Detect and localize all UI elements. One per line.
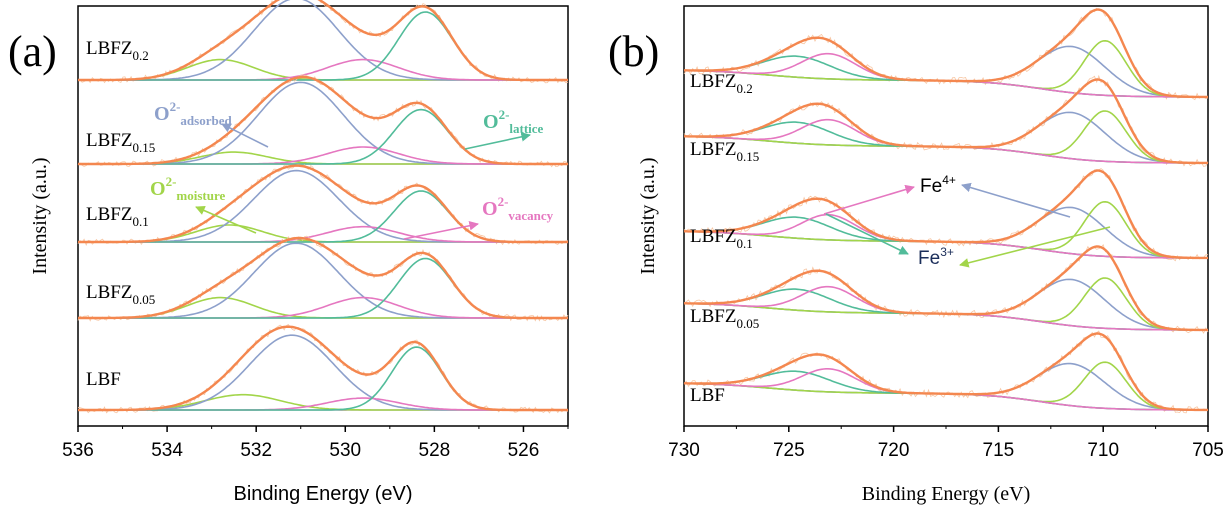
x-tick-label-1-3: 715: [983, 440, 1015, 461]
raw-data-line: [683, 330, 1209, 414]
sample-label-b-2: LBFZ0.1: [690, 226, 753, 251]
x-tick-label-1-5: 705: [1192, 440, 1224, 461]
fitted-envelope-line: [684, 8, 1208, 99]
annotation-o-vacancy: O2-vacancy: [482, 194, 554, 223]
x-axis-ticks-a: 536 534 532 530 528 526: [62, 426, 569, 461]
y-axis-label-a: Intensity (a.u.): [29, 157, 51, 274]
component-peak-fe4_a: [684, 45, 1208, 98]
fitted-envelope-line: [684, 245, 1208, 332]
raw-data-line: [683, 74, 1209, 167]
component-peak-lattice: [78, 257, 568, 319]
component-peak-fe3_a: [684, 277, 1208, 331]
arrow-fe3-left: [825, 213, 909, 255]
fitted-envelope-line: [684, 78, 1208, 165]
sample-label-b-3: LBFZ0.05: [690, 306, 759, 331]
arrow-fe3-right: [959, 226, 1111, 268]
x-tick-label-0-4: 528: [419, 440, 451, 461]
component-peak-fe4_a: [684, 278, 1208, 331]
sample-label-b-1: LBFZ0.15: [690, 139, 759, 164]
x-tick-label-0-1: 534: [151, 440, 183, 461]
plot-frame-a: [77, 5, 569, 427]
arrow-o-vacancy: [403, 221, 479, 240]
sample-label-a-0: LBFZ0.2: [86, 38, 149, 63]
sample-label-a-2: LBFZ0.1: [86, 204, 149, 229]
sample-label-b-4: LBF: [690, 385, 725, 406]
annotation-o-moisture: O2-moisture: [150, 174, 226, 203]
arrow-fe4-left: [823, 184, 915, 215]
fitted-envelope-line: [78, 75, 568, 166]
annotation-o-adsorbed: O2-adsorbed: [154, 99, 232, 128]
panel-b: (b) Intensity (a.u.) Binding Energy (eV)…: [608, 5, 1224, 505]
x-tick-label-0-5: 526: [508, 440, 540, 461]
x-tick-label-0-2: 532: [240, 440, 272, 461]
spectra-b: [683, 7, 1209, 414]
x-axis-ticks-b: 730 725 720 715 710 705: [668, 426, 1224, 461]
x-tick-label-0-3: 530: [329, 440, 361, 461]
arrow-o-adsorbed: [221, 123, 269, 148]
fitted-envelope-line: [78, 164, 568, 244]
component-peak-fe3_a: [684, 110, 1208, 164]
component-peak-adsorbed: [78, 0, 568, 81]
arrow-fe4-right: [961, 182, 1071, 218]
component-peak-fe4_b: [684, 55, 1208, 98]
x-tick-label-1-1: 725: [773, 440, 805, 461]
sample-label-a-1: LBFZ0.15: [86, 130, 155, 155]
arrow-o-lattice: [464, 132, 531, 150]
x-tick-label-1-0: 730: [668, 440, 700, 461]
component-peak-lattice: [78, 346, 568, 411]
annotation-o-lattice: O2-lattice: [483, 107, 544, 136]
fitted-envelope-line: [78, 0, 568, 82]
x-tick-label-1-2: 720: [878, 440, 910, 461]
spectra-a: [77, 0, 569, 414]
x-tick-label-0-0: 536: [62, 440, 94, 461]
component-peak-fe4_a: [684, 111, 1208, 164]
fitted-envelope-line: [78, 325, 568, 412]
component-peak-fe3_a: [684, 39, 1208, 98]
sample-label-a-3: LBFZ0.05: [86, 282, 155, 307]
fitted-envelope-line: [78, 236, 568, 320]
panel-label-b: (b): [608, 27, 659, 76]
raw-data-line: [77, 323, 569, 414]
panel-label-a: (a): [8, 27, 57, 76]
x-axis-label-a: Binding Energy (eV): [234, 483, 413, 505]
sample-label-b-0: LBFZ0.2: [690, 71, 753, 96]
fitted-envelope-line: [684, 332, 1208, 412]
panel-a: (a) Intensity (a.u.) Binding Energy (eV)…: [8, 0, 569, 505]
y-axis-label-b: Intensity (a.u.): [637, 157, 659, 274]
sample-label-a-4: LBF: [86, 369, 121, 390]
arrow-o-moisture: [195, 206, 257, 234]
annotation-fe4: Fe4+: [920, 173, 956, 197]
x-axis-label-b: Binding Energy (eV): [862, 483, 1031, 505]
fitted-envelope-line: [684, 169, 1208, 260]
x-tick-label-1-4: 710: [1087, 440, 1119, 461]
annotation-fe3: Fe3+: [918, 245, 954, 269]
